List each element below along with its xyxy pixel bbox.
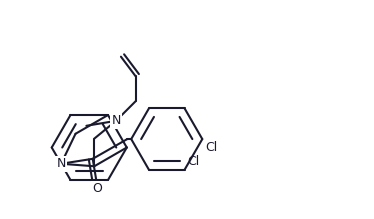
Text: N: N [111, 114, 121, 127]
Text: N: N [56, 157, 66, 170]
Text: Cl: Cl [205, 141, 218, 154]
Text: O: O [93, 182, 102, 195]
Text: Cl: Cl [187, 155, 200, 168]
